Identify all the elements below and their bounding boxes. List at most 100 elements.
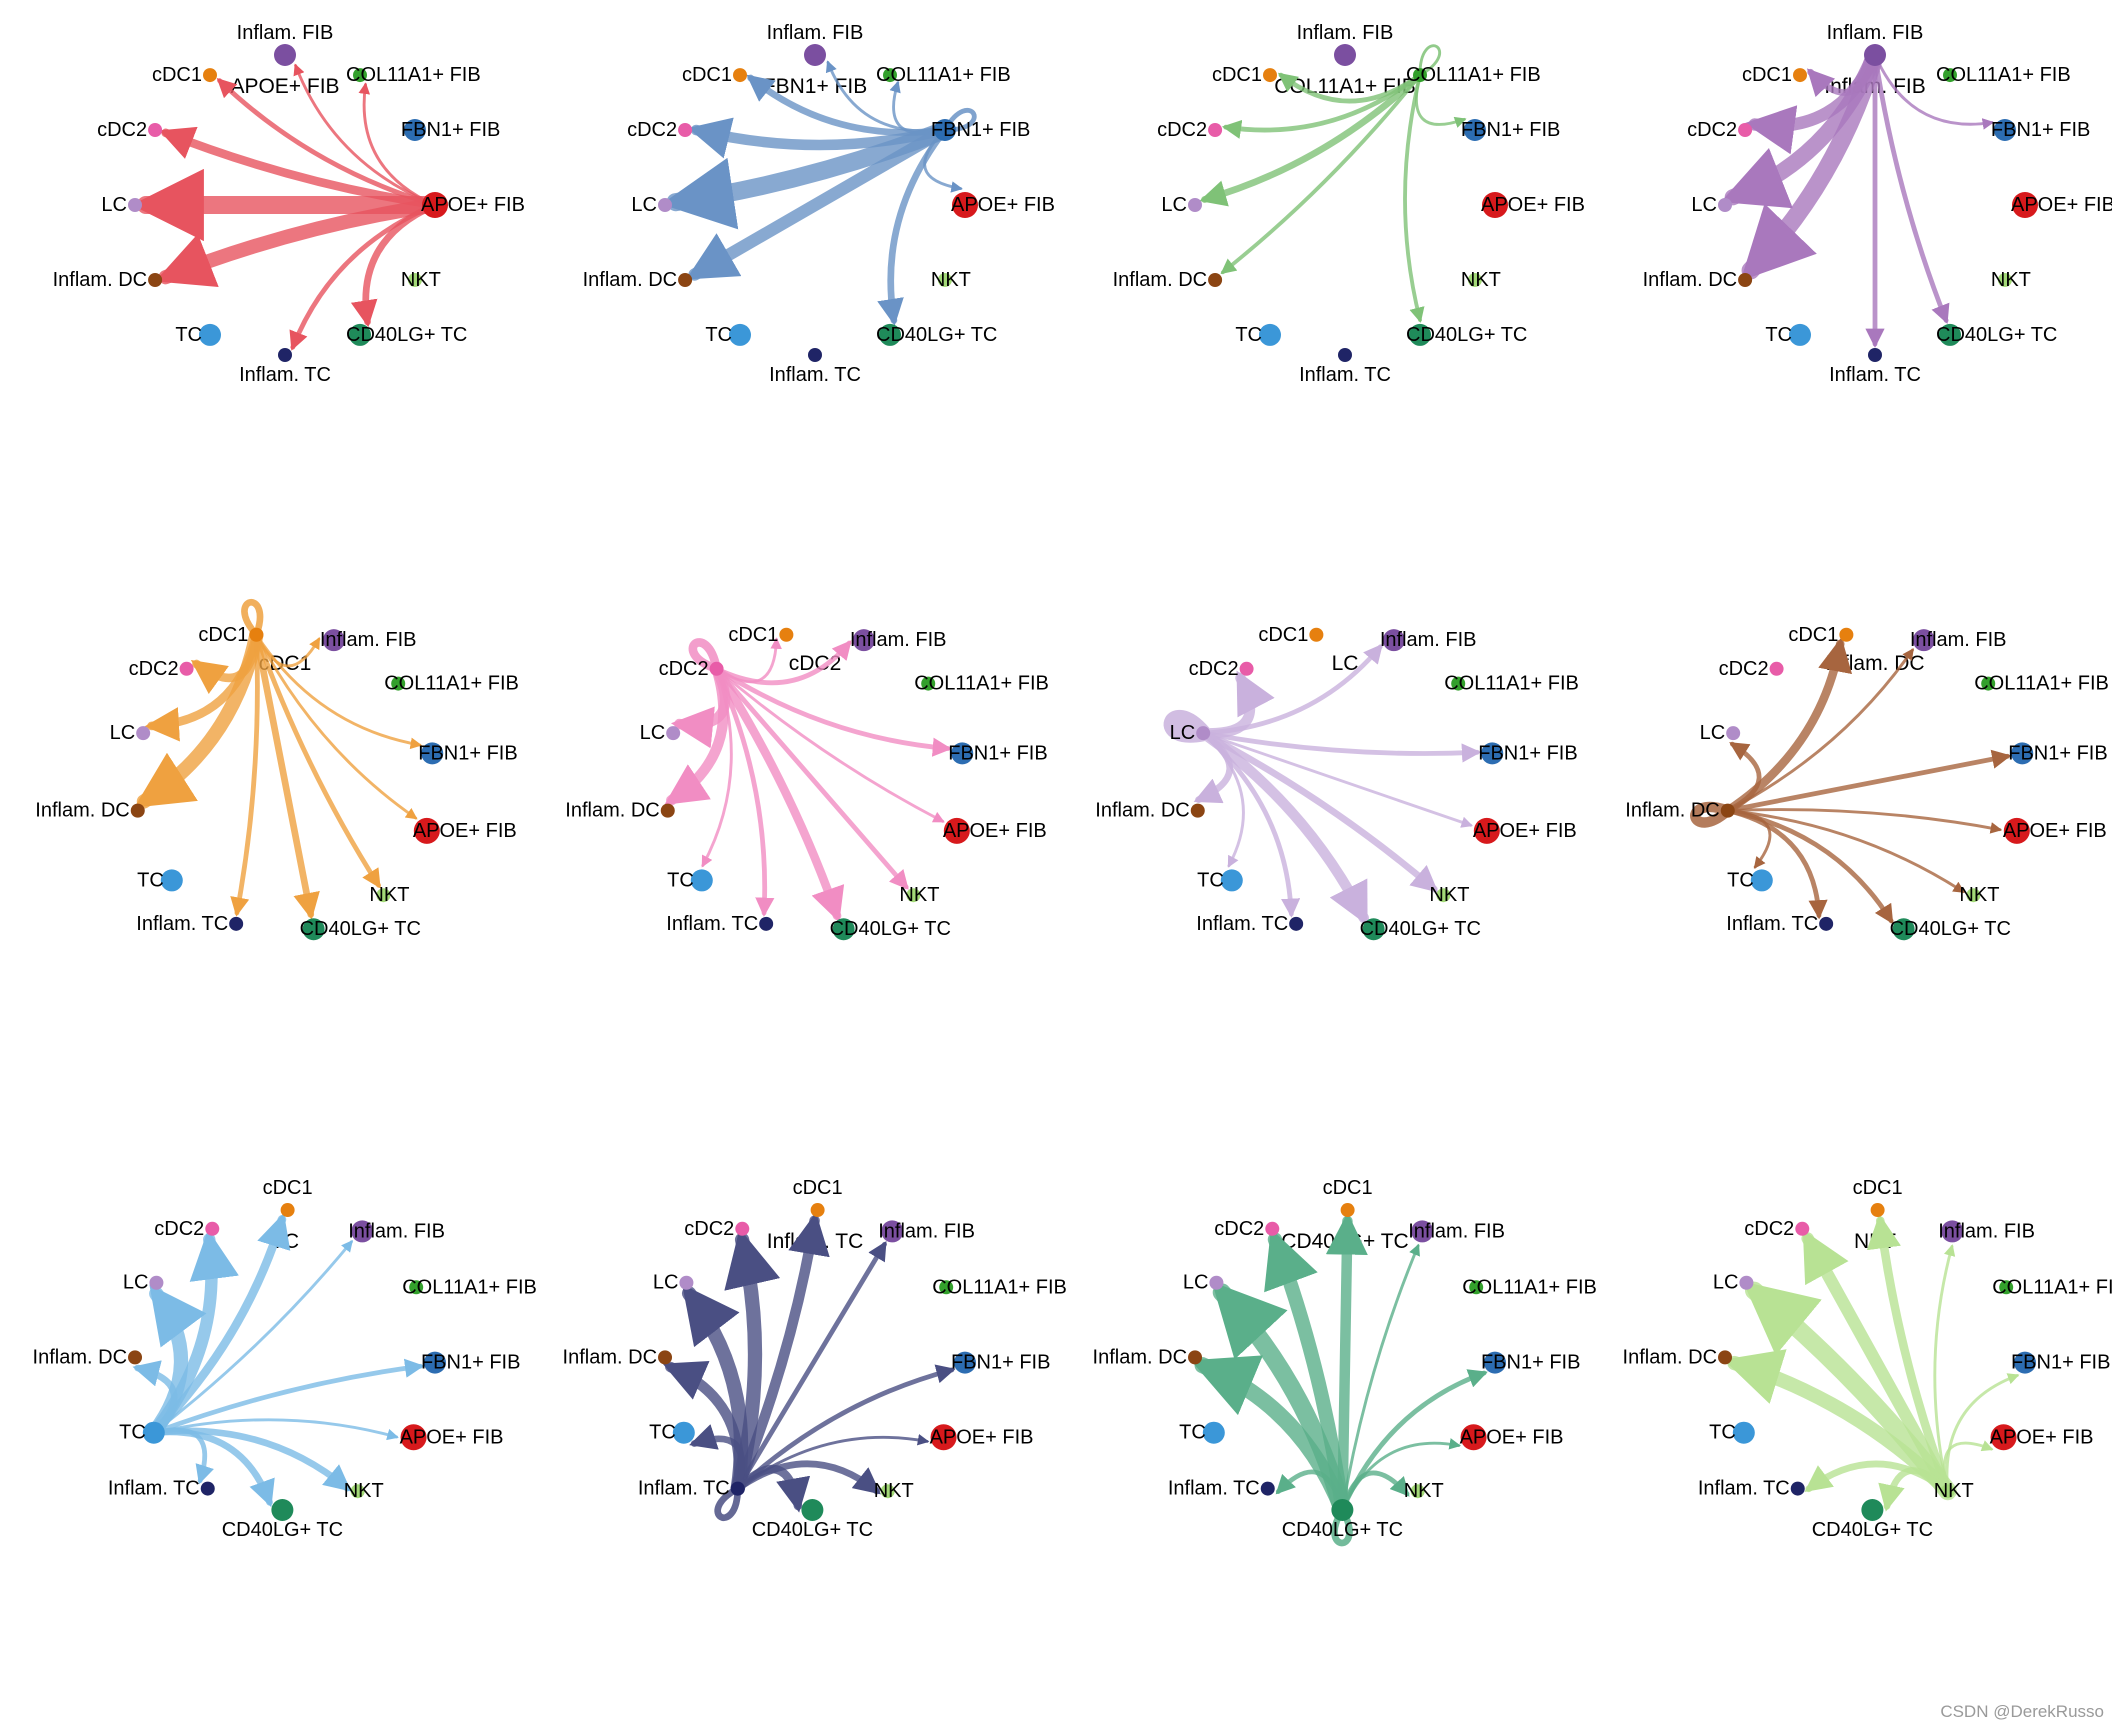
node-dot bbox=[422, 192, 448, 218]
node-label: COL11A1+ FIB bbox=[1992, 1276, 2112, 1298]
node-nkt: NKT bbox=[401, 269, 441, 291]
node-label: Inflam. FIB bbox=[1827, 22, 1924, 44]
node-dot bbox=[906, 888, 921, 903]
node-dot bbox=[148, 273, 163, 287]
node-label: COL11A1+ FIB bbox=[346, 64, 481, 86]
node-nkt: NKT bbox=[899, 884, 939, 906]
node-label: APOE+ FIB bbox=[421, 194, 525, 216]
panel-apoe-fib: APOE+ FIB APOE+ FIB FBN1+ FIB COL11A1+ FIB I… bbox=[53, 22, 525, 386]
edge-to-inflam-dc bbox=[1220, 73, 1422, 275]
node-inflam-dc: Inflam. DC bbox=[565, 800, 675, 822]
node-dot bbox=[1940, 1484, 1955, 1499]
node-dot bbox=[413, 817, 440, 844]
node-label: CD40LG+ TC bbox=[1936, 324, 2057, 346]
node-dot bbox=[1718, 1350, 1733, 1365]
node-inflam-tc: Inflam. TC bbox=[1299, 348, 1391, 386]
node-dot bbox=[1939, 323, 1961, 346]
node-lc: LC bbox=[1183, 1272, 1224, 1294]
edges bbox=[1723, 1213, 2020, 1512]
node-cdc2: cDC2 bbox=[97, 119, 163, 141]
node-inflam-dc: Inflam. DC bbox=[35, 800, 145, 822]
node-label: APOE+ FIB bbox=[2003, 820, 2107, 842]
node-label: cDC2 bbox=[1744, 1218, 1794, 1240]
node-label: Inflam. TC bbox=[769, 364, 861, 386]
node-cdc1: cDC1 bbox=[1853, 1177, 1903, 1218]
node-col11a1-fib: COL11A1+ FIB bbox=[932, 1276, 1067, 1298]
node-dot bbox=[672, 1421, 695, 1444]
node-col11a1-fib: COL11A1+ FIB bbox=[1406, 64, 1541, 86]
node-lc: LC bbox=[110, 722, 151, 744]
node-cdc2: cDC2 bbox=[129, 658, 194, 680]
edge-to-cd40lg-tc bbox=[1872, 52, 1950, 324]
node-nkt: NKT bbox=[1429, 884, 1469, 906]
edge-to-cd40lg-tc bbox=[1197, 727, 1370, 926]
panel-title: cDC2 bbox=[789, 652, 842, 675]
self-loop-edge bbox=[714, 1485, 742, 1521]
node-label: cDC2 bbox=[97, 119, 147, 141]
self-loop-edge bbox=[241, 598, 264, 637]
node-label: Inflam. FIB bbox=[237, 22, 334, 44]
node-dot bbox=[1861, 1498, 1884, 1521]
edge-to-col11a1-fib bbox=[889, 80, 947, 135]
node-dot bbox=[930, 1424, 957, 1451]
node-dot bbox=[953, 1351, 976, 1374]
node-dot bbox=[1340, 1203, 1355, 1218]
node-label: Inflam. DC bbox=[1623, 1346, 1717, 1368]
node-cd40lg-tc: CD40LG+ TC bbox=[752, 1498, 873, 1541]
edges bbox=[662, 1212, 956, 1521]
node-label: CD40LG+ TC bbox=[1890, 918, 2011, 940]
edges bbox=[1163, 643, 1482, 926]
node-label: NKT bbox=[1429, 884, 1469, 906]
node-cdc1: cDC1 bbox=[263, 1177, 313, 1218]
node-dot bbox=[1209, 1275, 1224, 1290]
node-dot bbox=[1912, 629, 1935, 652]
self-loop-edge bbox=[1163, 709, 1210, 743]
node-tc: TC bbox=[1197, 869, 1243, 892]
node-label: FBN1+ FIB bbox=[951, 1352, 1050, 1374]
node-inflam-tc: Inflam. TC bbox=[1829, 348, 1921, 386]
node-dot bbox=[1739, 1275, 1754, 1290]
edge-to-inflam-dc bbox=[1723, 1349, 1955, 1499]
node-label: TC bbox=[1765, 324, 1792, 346]
node-label: APOE+ FIB bbox=[1990, 1426, 2094, 1448]
edge-to-fbn1-fib bbox=[1945, 1373, 2020, 1493]
node-nkt: NKT bbox=[874, 1480, 914, 1502]
node-label: cDC2 bbox=[129, 658, 179, 680]
node-label: Inflam. FIB bbox=[767, 22, 864, 44]
edge-to-apoe-fib bbox=[152, 1418, 399, 1441]
node-inflam-dc: Inflam. DC bbox=[33, 1346, 143, 1368]
node-label: TC bbox=[667, 869, 694, 891]
node-label: NKT bbox=[1934, 1480, 1974, 1502]
node-dot bbox=[808, 348, 822, 362]
edge-to-nkt bbox=[253, 632, 381, 889]
node-tc: TC bbox=[175, 323, 221, 346]
node-nkt: NKT bbox=[344, 1480, 384, 1502]
node-dot bbox=[1436, 888, 1451, 903]
node-inflam-fib: Inflam. FIB bbox=[1910, 629, 2007, 652]
node-lc: LC bbox=[653, 1272, 694, 1294]
node-dot bbox=[933, 119, 956, 141]
node-fbn1-fib: FBN1+ FIB bbox=[931, 119, 1030, 141]
node-dot bbox=[1819, 916, 1834, 931]
node-label: Inflam. DC bbox=[35, 800, 129, 822]
node-label: Inflam. FIB bbox=[320, 629, 417, 651]
node-dot bbox=[729, 323, 751, 346]
node-dot bbox=[1188, 198, 1202, 212]
node-dot bbox=[409, 1280, 424, 1295]
node-dot bbox=[2013, 1351, 2036, 1374]
node-inflam-fib: Inflam. FIB bbox=[320, 629, 417, 652]
node-label: FBN1+ FIB bbox=[1991, 119, 2090, 141]
node-dot bbox=[1864, 44, 1886, 66]
node-lc: LC bbox=[1170, 722, 1211, 744]
edge-to-cd40lg-tc bbox=[733, 1464, 811, 1513]
edge-to-nkt bbox=[1339, 1470, 1410, 1513]
node-dot bbox=[690, 869, 713, 892]
node-lc: LC bbox=[101, 194, 142, 216]
node-label: LC bbox=[653, 1272, 679, 1294]
node-dot bbox=[921, 676, 936, 691]
node-tc: TC bbox=[1709, 1421, 1755, 1444]
node-nkt: NKT bbox=[1461, 269, 1501, 291]
node-dot bbox=[952, 192, 978, 218]
edges bbox=[132, 1212, 425, 1508]
